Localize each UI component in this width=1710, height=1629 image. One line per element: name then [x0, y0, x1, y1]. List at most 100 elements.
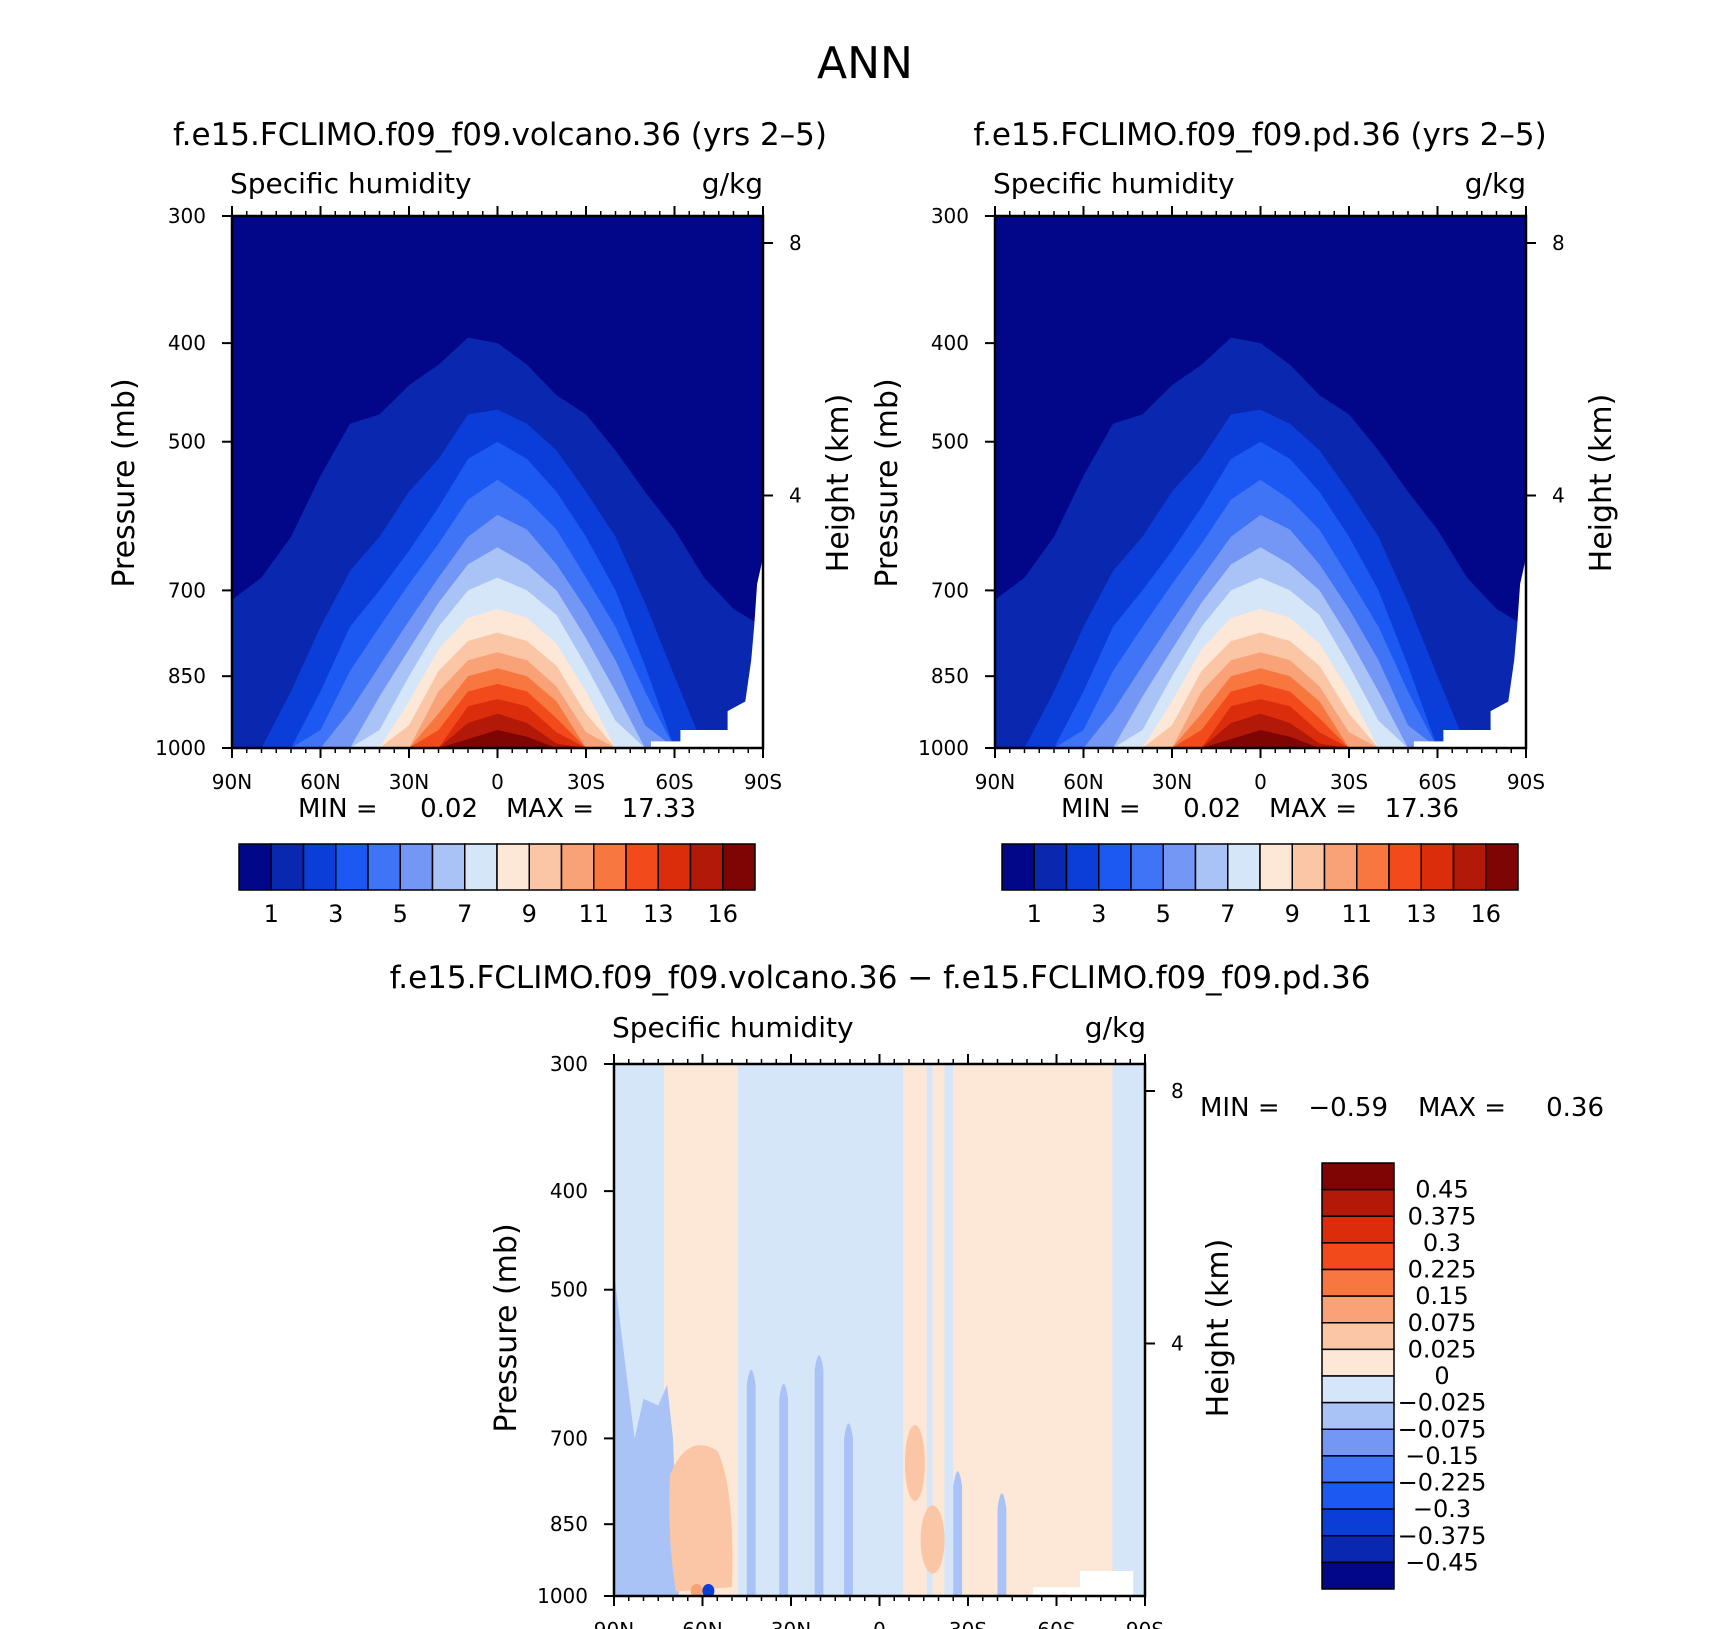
min-value: −0.59 — [1308, 1093, 1388, 1123]
colorbar-swatch — [1388, 843, 1422, 891]
x-tick-label: 30N — [389, 770, 429, 794]
x-tick-label: 90N — [594, 1618, 634, 1629]
colorbar-label: 16 — [1470, 900, 1501, 928]
y-tick-label: 700 — [931, 578, 969, 602]
contour-level-16 — [232, 730, 763, 748]
y-tick-label: 500 — [168, 430, 206, 454]
panel-difference: f.e15.FCLIMO.f09_f09.volcano.36 − f.e15.… — [390, 960, 1604, 1629]
x-tick-label: 0 — [491, 770, 504, 794]
contour-fills — [232, 216, 763, 748]
colorbar-swatch — [464, 843, 498, 891]
units-label: g/kg — [1085, 1011, 1146, 1044]
diff-patch-positive — [920, 1505, 945, 1574]
max-value: 0.36 — [1546, 1093, 1604, 1123]
y2-axis-label: Height (km) — [821, 394, 856, 573]
y-axis-label: Pressure (mb) — [870, 378, 905, 587]
page-title: ANN — [817, 38, 913, 89]
y-tick-label: 700 — [168, 578, 206, 602]
diff-patch-positive — [690, 1584, 703, 1596]
panel-pd: f.e15.FCLIMO.f09_f09.pd.36 (yrs 2–5) Spe… — [870, 117, 1619, 928]
colorbar-swatch — [1321, 1428, 1395, 1457]
y-tick-label: 1000 — [918, 736, 969, 760]
x-tick-label: 30S — [949, 1618, 987, 1629]
colorbar-swatch — [270, 843, 305, 891]
y-tick-label: 700 — [550, 1426, 588, 1450]
y2-tick-label: 8 — [1552, 231, 1565, 255]
y-tick-label: 400 — [550, 1179, 588, 1203]
colorbar-swatch — [593, 843, 627, 891]
diff-band-positive — [903, 1064, 927, 1596]
diff-region-positive — [669, 1445, 733, 1592]
diff-streak-negative — [746, 1369, 756, 1596]
colorbar-swatch — [335, 843, 369, 891]
colorbar-swatch — [1321, 1348, 1395, 1377]
y2-axis-label: Height (km) — [1201, 1239, 1236, 1418]
colorbar-label: −0.225 — [1398, 1469, 1487, 1497]
colorbar-swatch — [560, 843, 595, 891]
diff-patch-positive — [904, 1424, 925, 1501]
y2-tick-label: 8 — [789, 231, 802, 255]
y2-tick-label: 4 — [1171, 1332, 1184, 1356]
diff-streak-negative — [953, 1471, 963, 1596]
colorbar-label: −0.45 — [1405, 1548, 1479, 1576]
colorbar-swatch — [528, 843, 563, 891]
y2-axis-label: Height (km) — [1584, 394, 1619, 573]
max-label: MAX = — [506, 794, 594, 824]
y-tick-label: 500 — [550, 1278, 588, 1302]
colorbar-label: 3 — [328, 900, 343, 928]
colorbar-swatch — [657, 843, 692, 891]
variable-label: Specific humidity — [230, 167, 472, 200]
contour-plot: 90N 60N 30N 0 30S 60S 90S 300 400 500 700 850 1000 8 4 — [155, 204, 802, 794]
colorbar-label: 5 — [393, 900, 408, 928]
y2-tick-label: 4 — [789, 484, 802, 508]
colorbar-label: 11 — [1341, 900, 1372, 928]
y-tick-label: 400 — [168, 331, 206, 355]
colorbar-swatch — [1033, 843, 1068, 891]
x-tick-label: 0 — [873, 1618, 886, 1629]
colorbar: 0.450.3750.30.2250.150.0750.0250−0.025−0… — [1321, 1162, 1487, 1590]
missing-data-region — [1032, 1571, 1134, 1596]
colorbar-swatch — [1227, 843, 1261, 891]
colorbar-label: 13 — [643, 900, 674, 928]
colorbar-swatch — [1321, 1162, 1395, 1191]
colorbar-swatch — [1323, 843, 1358, 891]
colorbar-label: 0.45 — [1415, 1176, 1468, 1204]
x-tick-label: 60S — [1037, 1618, 1075, 1629]
colorbar-swatch — [1321, 1295, 1395, 1324]
colorbar-swatch — [1321, 1481, 1395, 1510]
colorbar-swatch — [1452, 843, 1487, 891]
colorbar-label: 0.225 — [1408, 1256, 1477, 1284]
x-tick-label: 30S — [567, 770, 605, 794]
colorbar-swatch — [1321, 1188, 1395, 1217]
colorbar: 1 3 5 7 9 11 13 16 — [1001, 843, 1519, 928]
diff-streak-negative — [844, 1423, 853, 1596]
x-tick-label: 60N — [300, 770, 340, 794]
y-tick-label: 500 — [931, 430, 969, 454]
panel-volcano: f.e15.FCLIMO.f09_f09.volcano.36 (yrs 2–5… — [107, 117, 856, 928]
colorbar-label: −0.3 — [1413, 1495, 1471, 1523]
colorbar-swatch — [1001, 843, 1035, 891]
contour-plot: 90N 60N 30N 0 30S 60S 90S 300 400 500 700 850 1000 8 4 — [918, 204, 1565, 794]
colorbar-label: 0 — [1434, 1362, 1449, 1390]
colorbar-label: 0.3 — [1423, 1229, 1461, 1257]
colorbar-label: 9 — [522, 900, 537, 928]
colorbar-swatch — [1321, 1535, 1395, 1564]
colorbar-swatch — [1321, 1268, 1395, 1297]
units-label: g/kg — [702, 167, 763, 200]
colorbar-label: 0.075 — [1408, 1309, 1477, 1337]
x-tick-label: 90S — [1507, 770, 1545, 794]
colorbar-swatch — [431, 843, 466, 891]
colorbar-swatch — [625, 843, 659, 891]
missing-data-region — [1413, 557, 1526, 748]
x-tick-label: 0 — [1254, 770, 1267, 794]
colorbar-swatch — [238, 843, 272, 891]
x-tick-label: 60S — [1418, 770, 1456, 794]
diff-streak-negative — [997, 1493, 1007, 1596]
min-value: 0.02 — [1183, 794, 1241, 824]
variable-label: Specific humidity — [612, 1011, 854, 1044]
max-value: 17.36 — [1385, 794, 1459, 824]
colorbar-swatch — [1321, 1455, 1395, 1484]
colorbar-label: −0.375 — [1398, 1522, 1487, 1550]
variable-label: Specific humidity — [993, 167, 1235, 200]
